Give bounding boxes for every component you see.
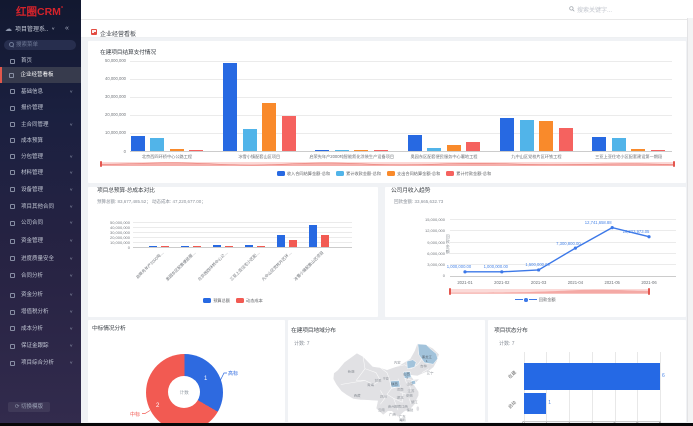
svg-text:河南: 河南 (397, 387, 405, 392)
svg-text:西藏: 西藏 (354, 393, 362, 398)
svg-text:广西: 广西 (389, 412, 397, 417)
svg-text:江西: 江西 (401, 404, 409, 409)
svg-text:山西: 山西 (403, 371, 410, 376)
svg-text:湖南: 湖南 (394, 404, 402, 409)
svg-text:青海: 青海 (367, 382, 375, 387)
svg-text:福建: 福建 (406, 407, 414, 412)
svg-text:四川: 四川 (380, 395, 387, 399)
svg-text:广东: 广东 (399, 414, 407, 419)
svg-text:山东: 山东 (406, 381, 414, 386)
svg-text:黑龙江: 黑龙江 (422, 354, 432, 359)
svg-text:海南: 海南 (399, 417, 407, 422)
svg-text:贵州: 贵州 (388, 404, 395, 409)
svg-text:1: 1 (406, 376, 408, 380)
svg-text:江苏: 江苏 (408, 388, 416, 393)
svg-text:新疆: 新疆 (348, 369, 356, 374)
svg-text:甘肃: 甘肃 (375, 378, 383, 383)
svg-text:安徽: 安徽 (406, 393, 414, 398)
svg-text:宁夏: 宁夏 (383, 376, 389, 381)
svg-text:辽宁: 辽宁 (427, 370, 434, 375)
svg-text:吉林: 吉林 (420, 363, 428, 368)
svg-text:云南: 云南 (378, 407, 386, 412)
svg-text:浙江: 浙江 (411, 399, 419, 404)
svg-text:湖北: 湖北 (397, 395, 405, 400)
svg-text:陕西: 陕西 (391, 381, 398, 386)
svg-text:1: 1 (426, 359, 428, 363)
svg-text:内蒙: 内蒙 (394, 360, 402, 365)
